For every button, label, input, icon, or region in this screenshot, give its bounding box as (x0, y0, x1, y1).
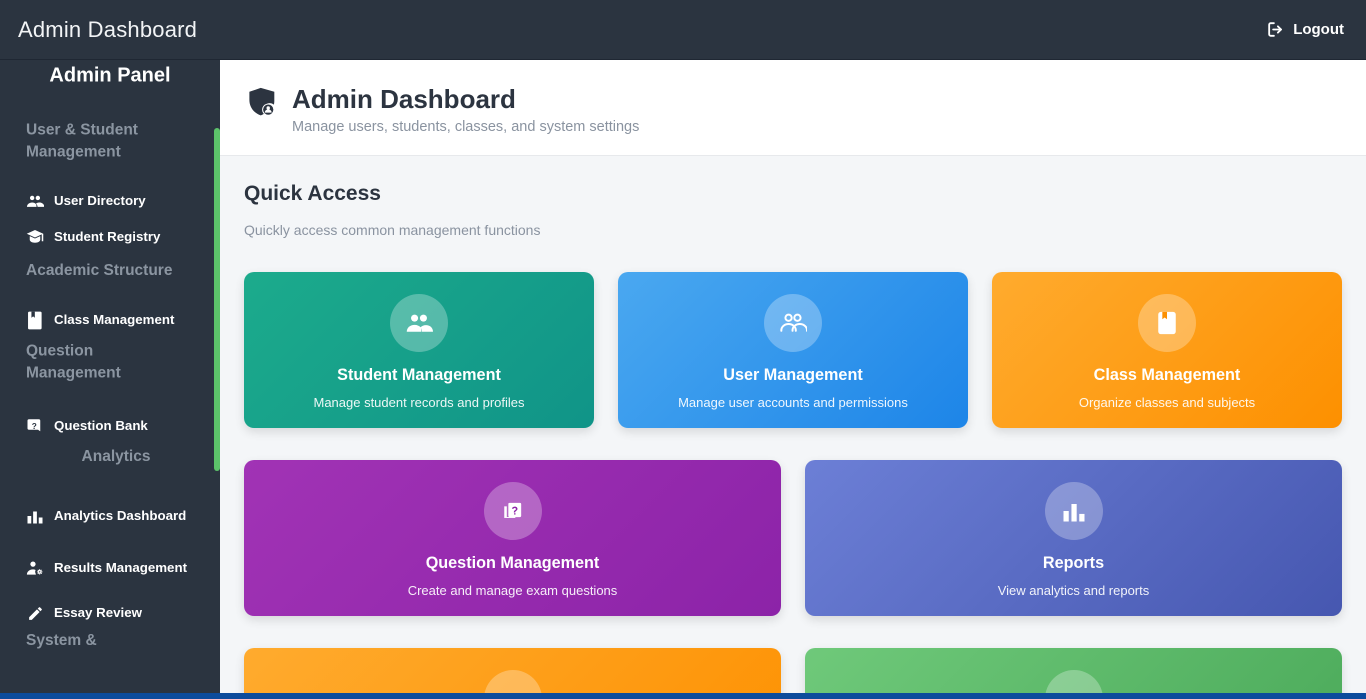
svg-text:?: ? (32, 422, 37, 431)
